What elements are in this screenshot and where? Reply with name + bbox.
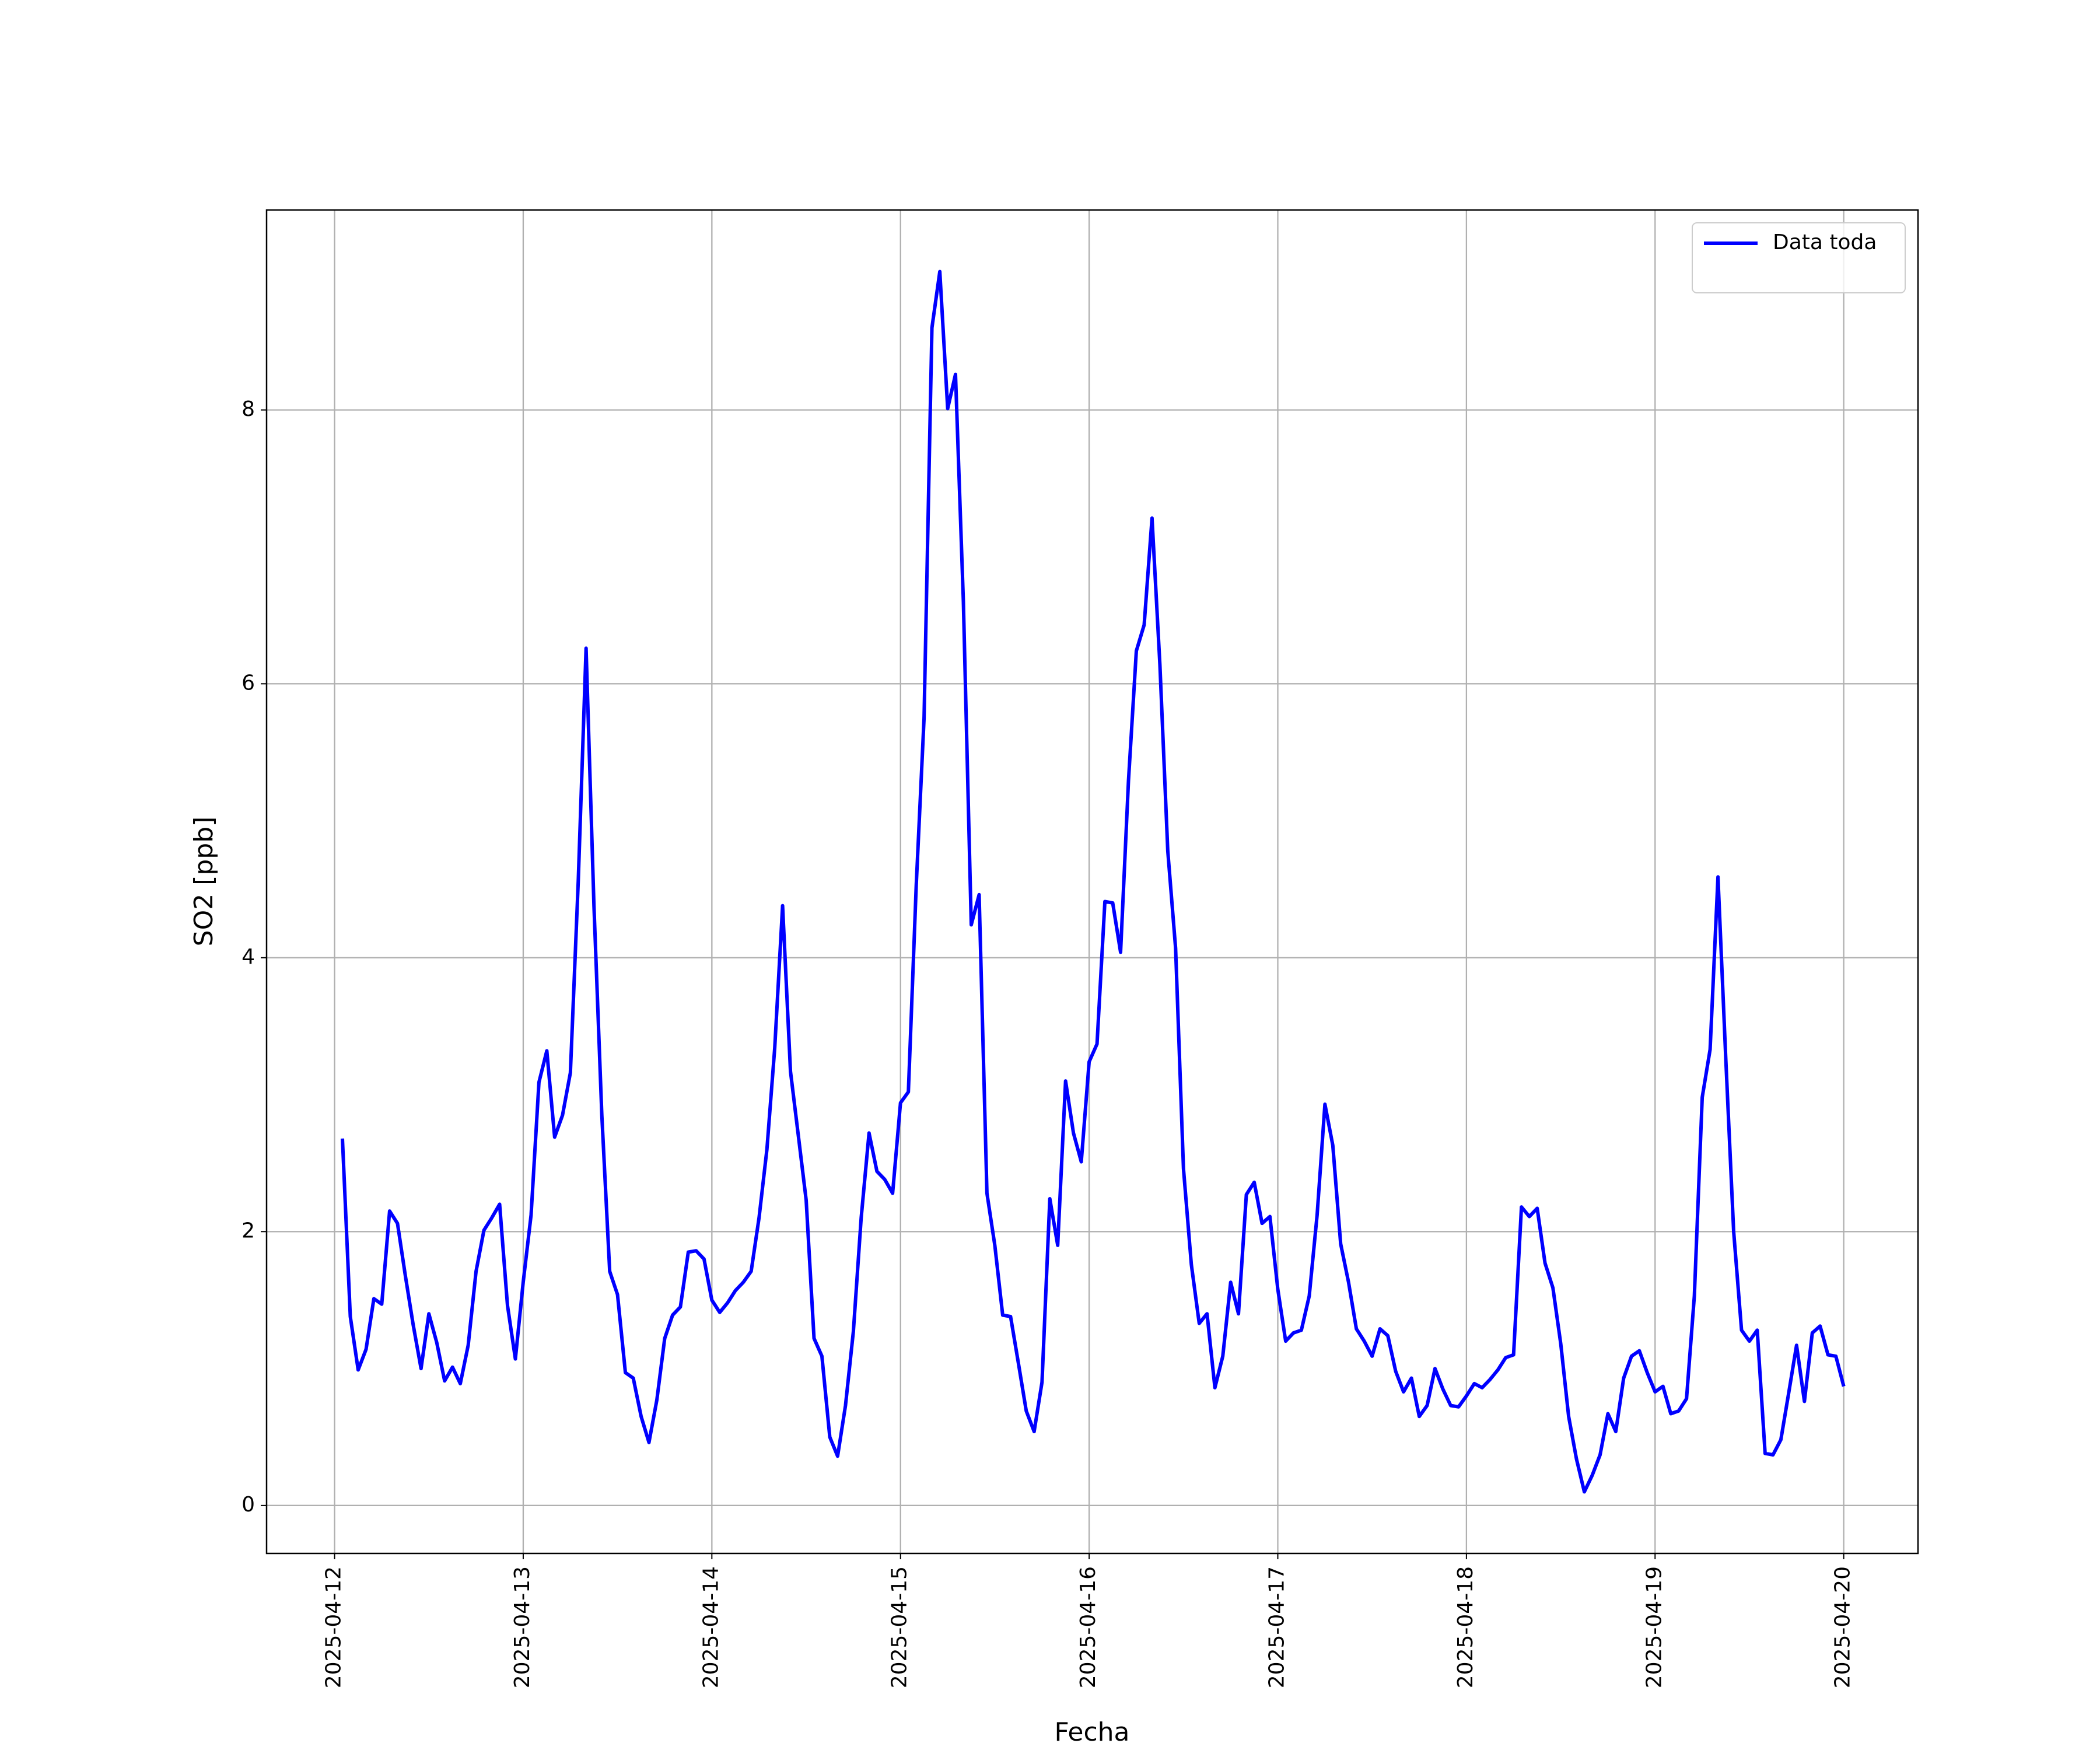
x-tick-label: 2025-04-20 [1831,1566,1855,1688]
x-tick-label: 2025-04-19 [1642,1566,1666,1688]
legend-box [1692,222,1906,293]
x-tick-label: 2025-04-14 [699,1566,723,1688]
x-tick-label: 2025-04-18 [1454,1566,1478,1688]
y-tick-label: 2 [242,1219,255,1242]
y-axis-label: SO2 [ppb] [189,817,219,947]
y-tick-label: 8 [242,397,255,421]
x-tick-label: 2025-04-15 [888,1566,912,1688]
x-axis-label: Fecha [1054,1717,1129,1747]
data-line [341,270,1846,1494]
x-tick-label: 2025-04-16 [1076,1566,1100,1688]
y-tick-label: 0 [242,1493,255,1517]
y-tick-label: 4 [242,945,255,969]
x-tick-label: 2025-04-12 [322,1566,346,1688]
y-tick-label: 6 [242,671,255,695]
x-tick-label: 2025-04-13 [510,1566,534,1688]
legend-label: Data toda [1773,230,1877,254]
plot-frame [265,209,1919,1555]
x-tick-label: 2025-04-17 [1265,1566,1289,1688]
